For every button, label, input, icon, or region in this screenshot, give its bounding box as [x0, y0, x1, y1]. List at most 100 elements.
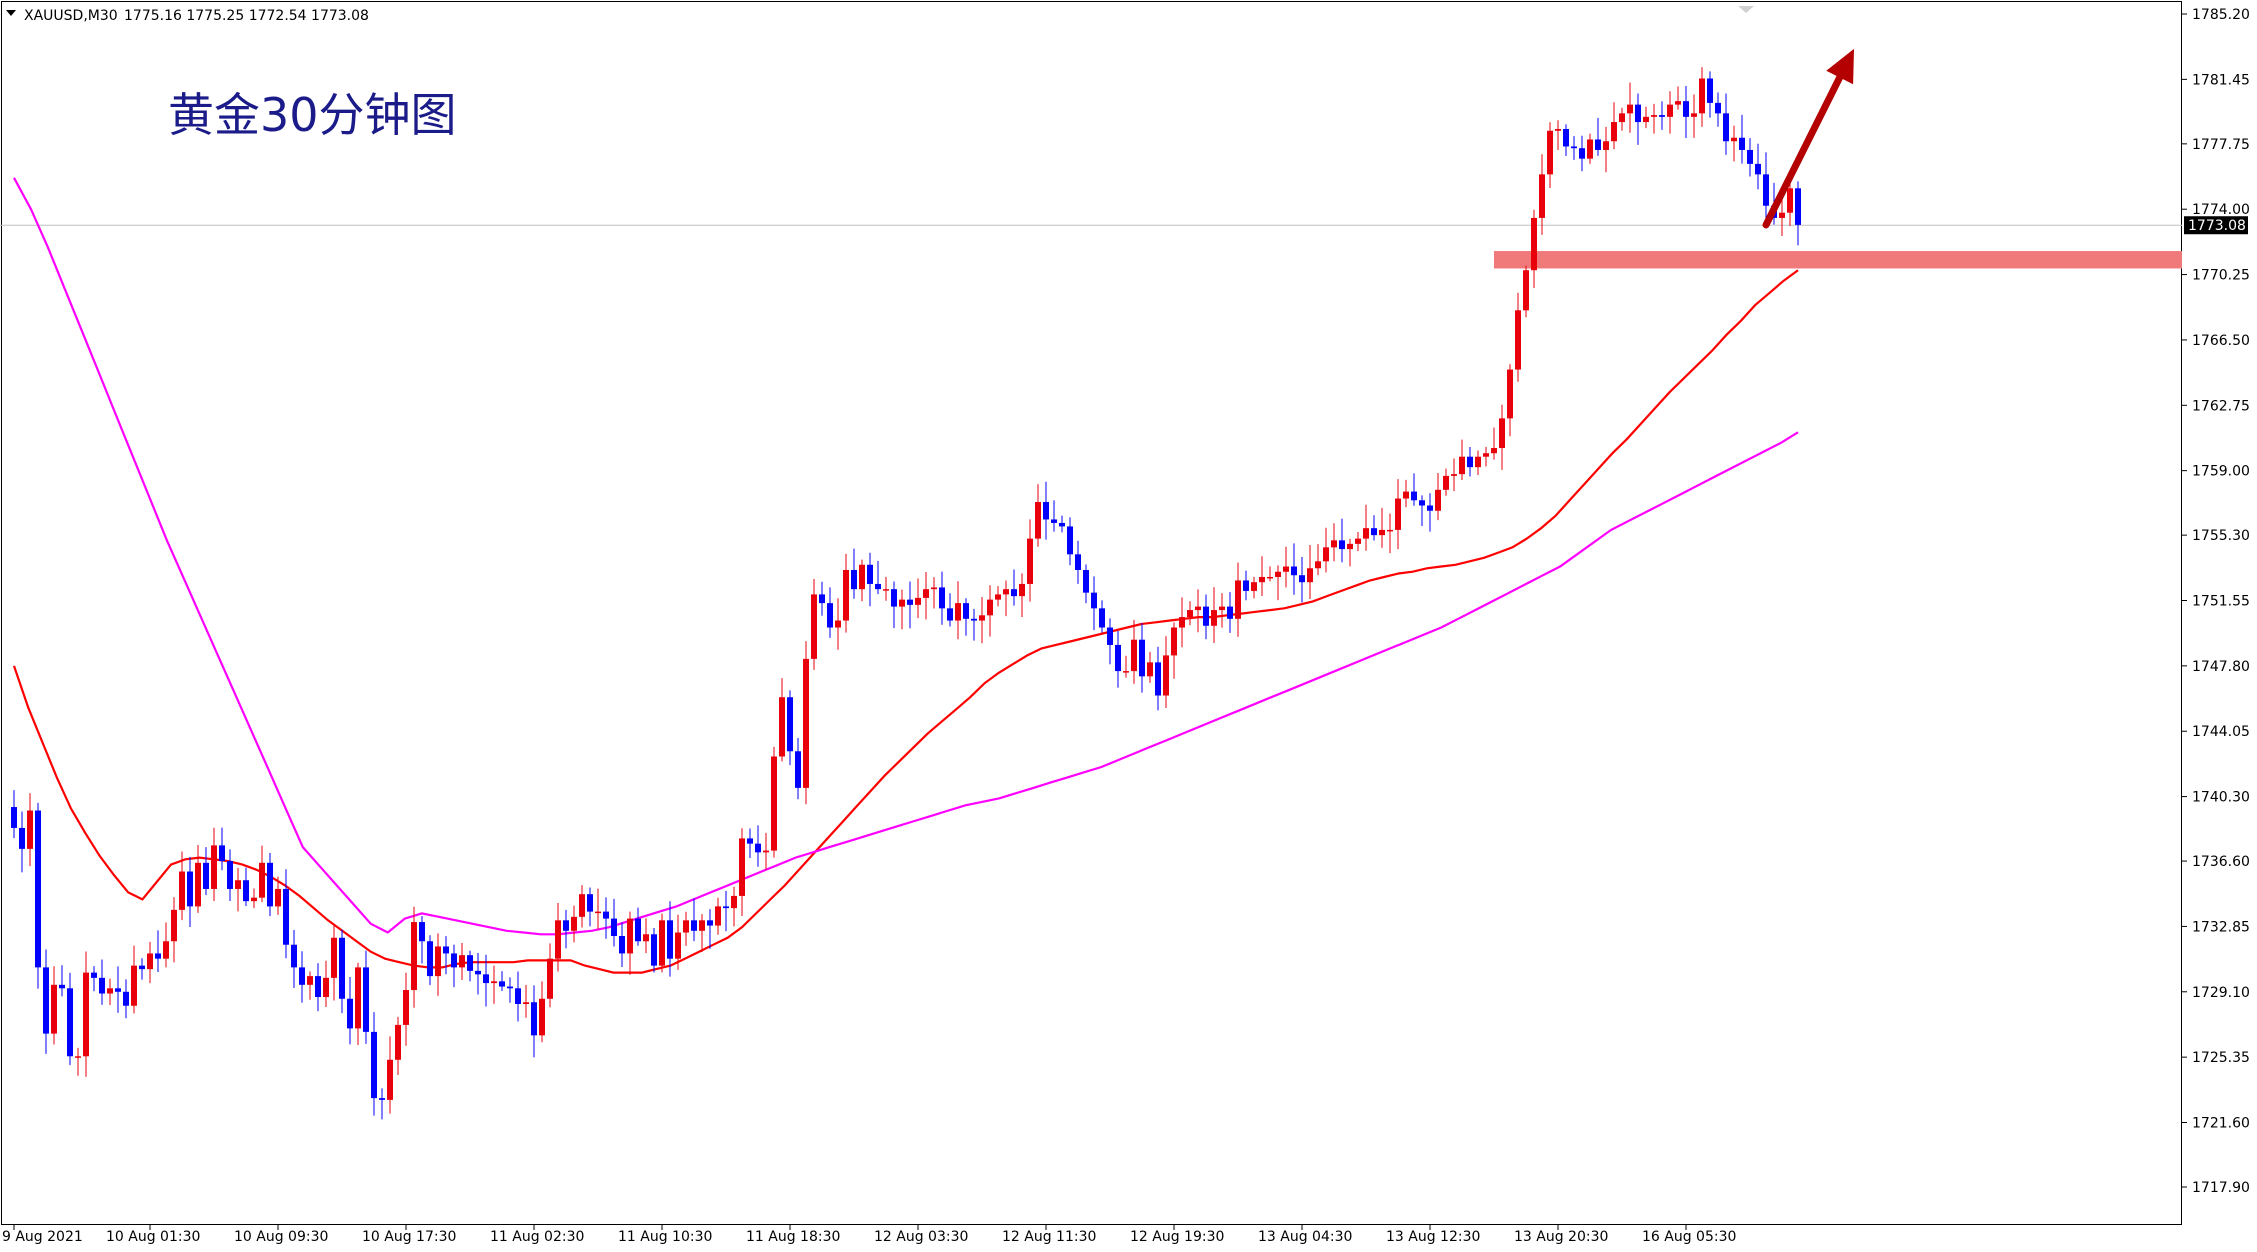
x-tick-label: 12 Aug 03:30: [874, 1229, 968, 1245]
candle-body: [1379, 529, 1385, 536]
candle: [539, 981, 545, 1043]
candle-body: [531, 1002, 537, 1036]
candle-body: [51, 984, 57, 1034]
candle-body: [691, 920, 697, 931]
candle: [83, 951, 89, 1077]
candle: [1211, 587, 1217, 644]
candle: [603, 897, 609, 939]
candle: [267, 852, 273, 917]
candle-body: [571, 916, 577, 931]
candle-body: [979, 615, 985, 621]
candle: [1235, 562, 1241, 637]
candle: [307, 971, 313, 1000]
candle: [963, 598, 969, 636]
candle-body: [299, 967, 305, 985]
candle-body: [947, 608, 953, 621]
candle: [1659, 101, 1665, 130]
candle-body: [1675, 101, 1681, 105]
candle: [107, 978, 113, 1005]
candle-body: [1795, 188, 1801, 225]
y-tick-label: 1781.45: [2192, 72, 2250, 88]
candle: [1747, 138, 1753, 177]
candle-body: [1011, 589, 1017, 597]
candle: [1579, 135, 1585, 172]
candle-body: [1499, 418, 1505, 448]
candle-body: [19, 827, 25, 849]
candle-body: [1691, 113, 1697, 117]
candle: [363, 950, 369, 1044]
candle-body: [1035, 502, 1041, 539]
candle: [1739, 114, 1745, 164]
candle-body: [1091, 592, 1097, 609]
candle: [1571, 136, 1577, 160]
candle-body: [435, 946, 441, 977]
candle: [427, 935, 433, 986]
candle: [1675, 86, 1681, 110]
candle: [627, 911, 633, 975]
dropdown-triangle-icon[interactable]: [6, 10, 16, 16]
candle-body: [779, 697, 785, 757]
candle: [435, 933, 441, 996]
candle-body: [923, 589, 929, 598]
candle-body: [1131, 639, 1137, 672]
candle-body: [1259, 576, 1265, 583]
x-tick-label: 16 Aug 05:30: [1642, 1229, 1736, 1245]
candle-body: [1435, 489, 1441, 511]
candle-body: [507, 986, 513, 989]
candle: [987, 585, 993, 637]
current-price-label: 1773.08: [2188, 218, 2246, 234]
candle: [43, 949, 49, 1054]
candle: [1363, 504, 1369, 551]
trend-arrow-head-icon: [1826, 48, 1854, 85]
candle: [1643, 106, 1649, 129]
candle: [395, 1016, 401, 1076]
candle: [731, 886, 737, 927]
candle: [979, 596, 985, 644]
candle-body: [1307, 568, 1313, 583]
candle-body: [595, 911, 601, 914]
candle-body: [1467, 456, 1473, 468]
candle: [1691, 94, 1697, 138]
candle: [1283, 546, 1289, 588]
candle-body: [307, 976, 313, 985]
candle: [1387, 513, 1393, 554]
candle-body: [1747, 149, 1753, 164]
x-tick-label: 9 Aug 2021: [2, 1229, 83, 1245]
candle-body: [331, 937, 337, 978]
candle: [555, 903, 561, 972]
candle-body: [1739, 137, 1745, 150]
candle: [1331, 523, 1337, 562]
candle-body: [467, 955, 473, 971]
candle-body: [1387, 529, 1393, 532]
candle: [379, 1088, 385, 1120]
candle: [843, 553, 849, 633]
candle: [1019, 573, 1025, 617]
candle: [819, 581, 825, 616]
candle: [1491, 427, 1497, 460]
candle-body: [283, 888, 289, 945]
candle-body: [1563, 129, 1569, 147]
candle: [659, 913, 665, 973]
candle-body: [275, 888, 281, 907]
candle-body: [91, 972, 97, 978]
candle: [1411, 473, 1417, 506]
candle: [707, 909, 713, 949]
candle: [1115, 631, 1121, 688]
candle-body: [1411, 491, 1417, 501]
candle: [667, 901, 673, 977]
candle: [723, 890, 729, 932]
candle-body: [267, 862, 273, 907]
candle: [243, 867, 249, 906]
candle: [1227, 592, 1233, 633]
candle: [939, 571, 945, 625]
candle: [907, 581, 913, 629]
candle-body: [635, 918, 641, 942]
candle: [1275, 565, 1281, 601]
candle-body: [67, 988, 73, 1057]
candle: [1171, 622, 1177, 679]
candle: [875, 560, 881, 595]
candle: [1379, 507, 1385, 548]
candle-body: [899, 599, 905, 607]
